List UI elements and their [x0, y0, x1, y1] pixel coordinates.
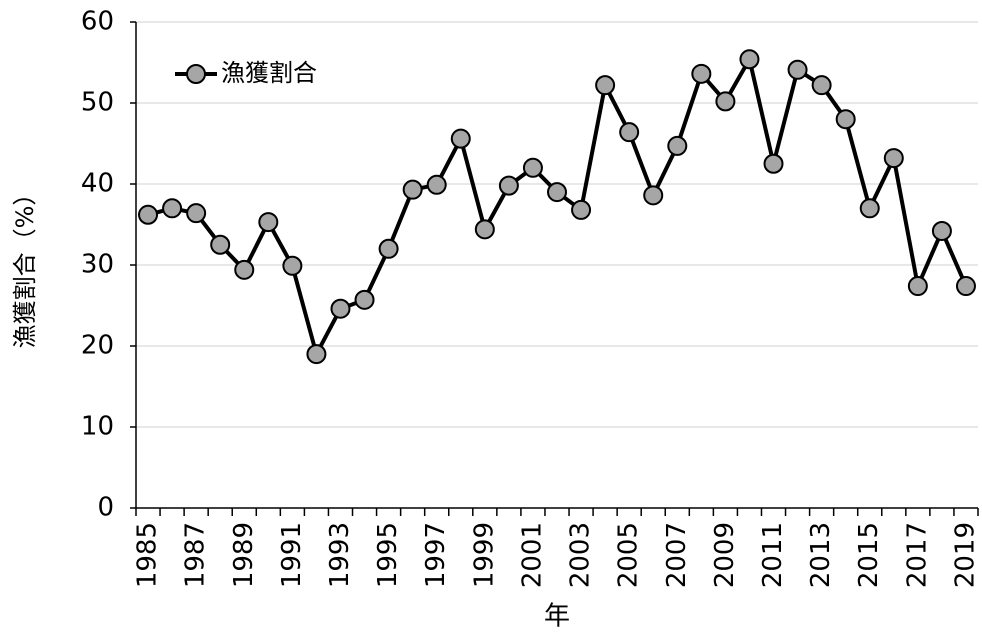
y-tick-label: 10 [81, 412, 114, 442]
data-point [282, 255, 303, 276]
y-axis-title: 漁獲割合（%） [11, 182, 39, 349]
x-tick-label: 1985 [133, 522, 163, 588]
x-tick-label: 1995 [373, 522, 403, 588]
data-point [450, 128, 471, 149]
data-point [595, 75, 616, 96]
data-point [138, 204, 159, 225]
x-tick-label: 2009 [710, 522, 740, 588]
data-point [667, 135, 688, 156]
data-point [643, 185, 664, 206]
x-tick-label: 1993 [325, 522, 355, 588]
data-point [186, 203, 207, 224]
data-point [931, 220, 952, 241]
data-point [210, 234, 231, 255]
data-point [498, 175, 519, 196]
y-tick-label: 60 [81, 7, 114, 37]
y-tick-label: 30 [81, 250, 114, 280]
y-tick-label: 40 [81, 169, 114, 199]
data-point [763, 153, 784, 174]
data-point [811, 75, 832, 96]
data-point [907, 276, 928, 297]
data-point [787, 59, 808, 80]
x-tick-label: 2013 [806, 522, 836, 588]
x-tick-label: 2005 [614, 522, 644, 588]
data-point [955, 276, 976, 297]
x-tick-label: 1989 [229, 522, 259, 588]
data-point [739, 49, 760, 70]
data-point [619, 122, 640, 143]
data-point [715, 91, 736, 112]
data-point [883, 148, 904, 169]
x-axis-title: 年 [544, 602, 570, 632]
y-tick-label: 0 [97, 493, 114, 523]
data-point [306, 344, 327, 365]
data-point [354, 289, 375, 310]
legend-label: 漁獲割合 [221, 59, 317, 87]
data-point [234, 259, 255, 280]
legend-marker [186, 64, 206, 84]
y-tick-label: 20 [81, 331, 114, 361]
x-tick-label: 2011 [758, 522, 788, 588]
data-point [162, 198, 183, 219]
x-tick-label: 2007 [662, 522, 692, 588]
data-point [378, 238, 399, 259]
data-point [571, 199, 592, 220]
data-point [522, 157, 543, 178]
data-point [402, 179, 423, 200]
x-tick-label: 1997 [421, 522, 451, 588]
data-point [426, 174, 447, 195]
x-tick-label: 1987 [181, 522, 211, 588]
data-point [258, 212, 279, 233]
x-tick-label: 1991 [277, 522, 307, 588]
data-point [859, 198, 880, 219]
x-tick-label: 1999 [469, 522, 499, 588]
data-point [835, 109, 856, 130]
y-tick-label: 50 [81, 88, 114, 118]
data-point [547, 182, 567, 203]
data-point [474, 219, 495, 240]
x-tick-label: 2015 [854, 522, 884, 588]
data-point [330, 298, 351, 319]
x-tick-label: 2001 [517, 522, 547, 588]
x-tick-label: 2017 [902, 522, 932, 588]
x-tick-label: 2019 [950, 522, 980, 588]
data-point [691, 63, 712, 84]
x-tick-label: 2003 [566, 522, 596, 588]
